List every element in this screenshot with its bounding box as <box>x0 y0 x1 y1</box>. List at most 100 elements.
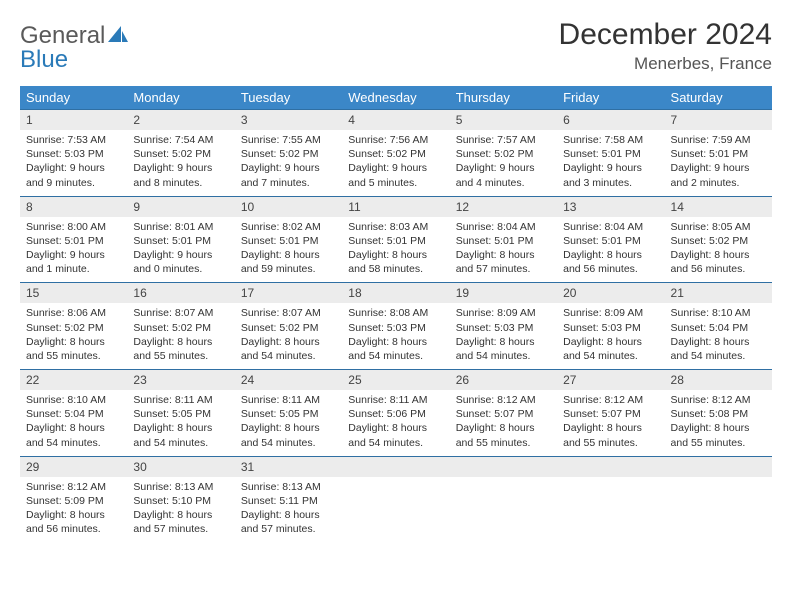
calendar-row: 8 Sunrise: 8:00 AM Sunset: 5:01 PM Daylight… <box>20 196 772 283</box>
weekday-header: Wednesday <box>342 86 449 109</box>
day-number: 20 <box>557 282 664 303</box>
calendar-cell: 9Sunrise: 8:01 AMSunset: 5:01 PMDaylight… <box>127 196 234 283</box>
daylight-line: Daylight: 9 hours and 2 minutes. <box>671 161 766 189</box>
calendar-cell: 5Sunrise: 7:57 AMSunset: 5:02 PMDaylight… <box>450 109 557 196</box>
sunrise-line: Sunrise: 8:07 AM <box>241 306 336 320</box>
day-details: Sunrise: 8:03 AMSunset: 5:01 PMDaylight:… <box>342 217 449 283</box>
day-number: 8 <box>20 196 127 217</box>
day-details: Sunrise: 8:11 AMSunset: 5:05 PMDaylight:… <box>127 390 234 456</box>
day-number: 18 <box>342 282 449 303</box>
day-number: 21 <box>665 282 772 303</box>
calendar-cell: 22Sunrise: 8:10 AMSunset: 5:04 PMDayligh… <box>20 369 127 456</box>
calendar-cell: 10Sunrise: 8:02 AMSunset: 5:01 PMDayligh… <box>235 196 342 283</box>
weekday-header: Friday <box>557 86 664 109</box>
sunset-line: Sunset: 5:02 PM <box>456 147 551 161</box>
sail-icon <box>107 25 129 43</box>
day-details: Sunrise: 8:13 AMSunset: 5:10 PMDaylight:… <box>127 477 234 543</box>
weekday-header: Thursday <box>450 86 557 109</box>
sunset-line: Sunset: 5:04 PM <box>26 407 121 421</box>
day-number: 23 <box>127 369 234 390</box>
daylight-line: Daylight: 9 hours and 8 minutes. <box>133 161 228 189</box>
sunrise-line: Sunrise: 8:04 AM <box>563 220 658 234</box>
sunset-line: Sunset: 5:03 PM <box>26 147 121 161</box>
day-details: Sunrise: 7:59 AMSunset: 5:01 PMDaylight:… <box>665 130 772 196</box>
day-number: 6 <box>557 109 664 130</box>
calendar-row: 1Sunrise: 7:53 AMSunset: 5:03 PMDaylight… <box>20 109 772 196</box>
daylight-line: Daylight: 8 hours and 54 minutes. <box>133 421 228 449</box>
day-details: Sunrise: 8:12 AMSunset: 5:07 PMDaylight:… <box>557 390 664 456</box>
day-number: 11 <box>342 196 449 217</box>
day-details: Sunrise: 8:07 AMSunset: 5:02 PMDaylight:… <box>235 303 342 369</box>
day-details: Sunrise: 8:01 AMSunset: 5:01 PMDaylight:… <box>127 217 234 283</box>
daylight-line: Daylight: 8 hours and 54 minutes. <box>348 421 443 449</box>
day-number: 30 <box>127 456 234 477</box>
day-number: 5 <box>450 109 557 130</box>
sunrise-line: Sunrise: 8:12 AM <box>563 393 658 407</box>
sunrise-line: Sunrise: 8:00 AM <box>26 220 121 234</box>
sunrise-line: Sunrise: 8:04 AM <box>456 220 551 234</box>
sunset-line: Sunset: 5:01 PM <box>563 147 658 161</box>
day-number: 26 <box>450 369 557 390</box>
day-details: Sunrise: 8:09 AMSunset: 5:03 PMDaylight:… <box>450 303 557 369</box>
sunset-line: Sunset: 5:02 PM <box>133 147 228 161</box>
daylight-line: Daylight: 8 hours and 57 minutes. <box>241 508 336 536</box>
day-details: Sunrise: 8:10 AMSunset: 5:04 PMDaylight:… <box>20 390 127 456</box>
daylight-line: Daylight: 8 hours and 54 minutes. <box>26 421 121 449</box>
day-number: 27 <box>557 369 664 390</box>
sunrise-line: Sunrise: 8:13 AM <box>241 480 336 494</box>
calendar-cell: 8Sunrise: 8:00 AMSunset: 5:01 PMDaylight… <box>20 196 127 283</box>
sunrise-line: Sunrise: 8:05 AM <box>671 220 766 234</box>
daylight-line: Daylight: 8 hours and 54 minutes. <box>241 421 336 449</box>
calendar-cell: 4Sunrise: 7:56 AMSunset: 5:02 PMDaylight… <box>342 109 449 196</box>
day-number: 2 <box>127 109 234 130</box>
calendar-cell: 24Sunrise: 8:11 AMSunset: 5:05 PMDayligh… <box>235 369 342 456</box>
sunset-line: Sunset: 5:01 PM <box>133 234 228 248</box>
brand-part2: Blue <box>20 46 68 73</box>
calendar-cell: 11Sunrise: 8:03 AMSunset: 5:01 PMDayligh… <box>342 196 449 283</box>
calendar-cell: 13Sunrise: 8:04 AMSunset: 5:01 PMDayligh… <box>557 196 664 283</box>
sunrise-line: Sunrise: 8:01 AM <box>133 220 228 234</box>
sunset-line: Sunset: 5:03 PM <box>563 321 658 335</box>
day-details: Sunrise: 7:53 AMSunset: 5:03 PMDaylight:… <box>20 130 127 196</box>
daylight-line: Daylight: 9 hours and 1 minute. <box>26 248 121 276</box>
sunset-line: Sunset: 5:02 PM <box>671 234 766 248</box>
sunset-line: Sunset: 5:02 PM <box>26 321 121 335</box>
brand-logo: General Blue <box>20 18 129 72</box>
daylight-line: Daylight: 8 hours and 54 minutes. <box>241 335 336 363</box>
day-number: 22 <box>20 369 127 390</box>
day-number-empty <box>665 456 772 477</box>
day-number-empty <box>557 456 664 477</box>
sunset-line: Sunset: 5:07 PM <box>456 407 551 421</box>
sunset-line: Sunset: 5:01 PM <box>456 234 551 248</box>
sunset-line: Sunset: 5:02 PM <box>241 147 336 161</box>
title-block: December 2024 Menerbes, France <box>559 18 772 74</box>
day-details: Sunrise: 8:05 AMSunset: 5:02 PMDaylight:… <box>665 217 772 283</box>
day-number: 31 <box>235 456 342 477</box>
calendar-cell: 29Sunrise: 8:12 AMSunset: 5:09 PMDayligh… <box>20 456 127 543</box>
day-number: 1 <box>20 109 127 130</box>
daylight-line: Daylight: 9 hours and 9 minutes. <box>26 161 121 189</box>
day-number: 14 <box>665 196 772 217</box>
day-number: 19 <box>450 282 557 303</box>
day-details: Sunrise: 8:12 AMSunset: 5:08 PMDaylight:… <box>665 390 772 456</box>
sunrise-line: Sunrise: 7:54 AM <box>133 133 228 147</box>
weekday-header-row: Sunday Monday Tuesday Wednesday Thursday… <box>20 86 772 109</box>
daylight-line: Daylight: 9 hours and 4 minutes. <box>456 161 551 189</box>
calendar-cell: 26Sunrise: 8:12 AMSunset: 5:07 PMDayligh… <box>450 369 557 456</box>
calendar-cell <box>450 456 557 543</box>
sunset-line: Sunset: 5:01 PM <box>671 147 766 161</box>
calendar-row: 22Sunrise: 8:10 AMSunset: 5:04 PMDayligh… <box>20 369 772 456</box>
sunset-line: Sunset: 5:09 PM <box>26 494 121 508</box>
day-details: Sunrise: 8:02 AMSunset: 5:01 PMDaylight:… <box>235 217 342 283</box>
day-number: 15 <box>20 282 127 303</box>
calendar-cell: 14Sunrise: 8:05 AMSunset: 5:02 PMDayligh… <box>665 196 772 283</box>
calendar-cell: 21Sunrise: 8:10 AMSunset: 5:04 PMDayligh… <box>665 282 772 369</box>
day-details: Sunrise: 8:04 AMSunset: 5:01 PMDaylight:… <box>557 217 664 283</box>
day-details: Sunrise: 8:06 AMSunset: 5:02 PMDaylight:… <box>20 303 127 369</box>
day-details: Sunrise: 8:11 AMSunset: 5:05 PMDaylight:… <box>235 390 342 456</box>
day-details: Sunrise: 7:56 AMSunset: 5:02 PMDaylight:… <box>342 130 449 196</box>
calendar-cell: 12Sunrise: 8:04 AMSunset: 5:01 PMDayligh… <box>450 196 557 283</box>
sunset-line: Sunset: 5:02 PM <box>348 147 443 161</box>
daylight-line: Daylight: 8 hours and 56 minutes. <box>26 508 121 536</box>
calendar-cell: 23Sunrise: 8:11 AMSunset: 5:05 PMDayligh… <box>127 369 234 456</box>
